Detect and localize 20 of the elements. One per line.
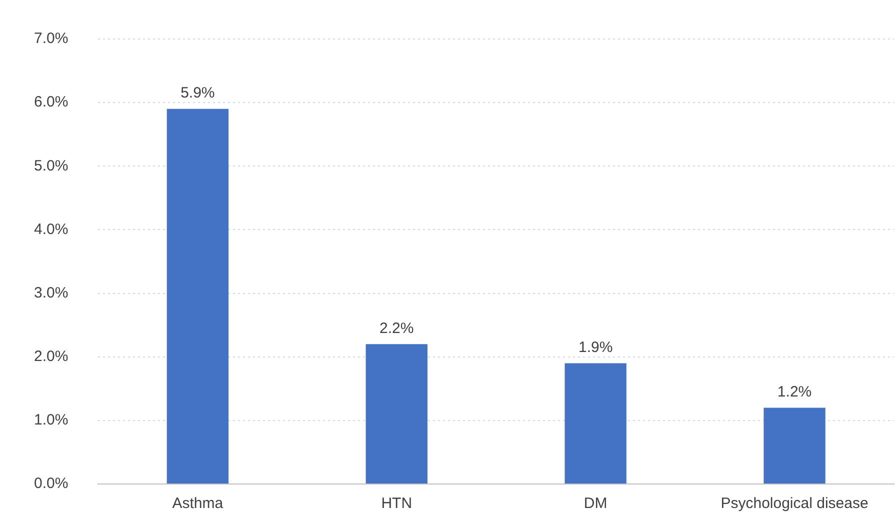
data-label: 5.9% [180, 84, 215, 102]
y-tick-label: 6.0% [34, 94, 68, 111]
data-label: 1.9% [578, 338, 613, 356]
bar [166, 108, 229, 484]
bar [564, 363, 626, 484]
y-tick-label: 7.0% [34, 30, 68, 48]
y-tick-label: 0.0% [34, 475, 68, 492]
y-tick-label: 2.0% [34, 348, 68, 365]
y-tick-label: 1.0% [34, 412, 68, 429]
data-label: 2.2% [380, 320, 414, 337]
data-label: 1.2% [777, 383, 812, 400]
x-tick-label: HTN [381, 495, 412, 512]
y-tick-label: 5.0% [34, 157, 68, 174]
x-tick-label: Asthma [172, 495, 224, 512]
x-tick-label: DM [584, 495, 608, 512]
bar [366, 344, 428, 484]
y-tick-label: 3.0% [34, 284, 68, 302]
bar [764, 408, 826, 484]
y-tick-label: 4.0% [34, 220, 68, 238]
x-tick-label: Psychological disease [720, 495, 868, 512]
